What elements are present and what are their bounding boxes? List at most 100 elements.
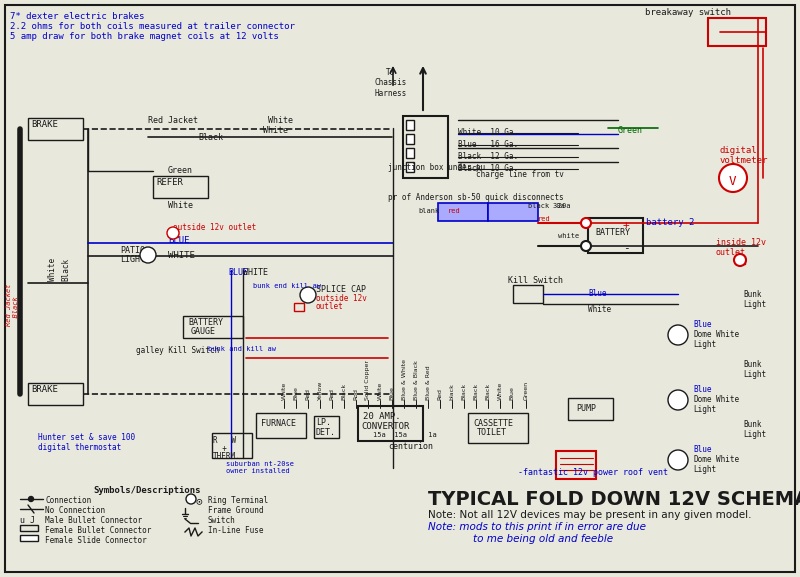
Text: Red Jacket
  Black: Red Jacket Black — [6, 283, 19, 325]
Text: galley Kill Switch: galley Kill Switch — [136, 346, 219, 355]
Text: Black: Black — [342, 383, 346, 400]
Text: White: White — [716, 455, 739, 464]
Text: Note: mods to this print if in error are due: Note: mods to this print if in error are… — [428, 522, 646, 532]
Bar — [468, 413, 528, 443]
Bar — [406, 134, 414, 144]
Text: Hunter set & save 100
digital thermostat: Hunter set & save 100 digital thermostat — [38, 433, 135, 452]
Text: charge line from tv: charge line from tv — [476, 170, 564, 179]
Text: Yellow: Yellow — [318, 381, 322, 400]
Text: centurion: centurion — [388, 442, 433, 451]
Text: Blue: Blue — [510, 386, 514, 400]
Text: 20 AMP.: 20 AMP. — [363, 412, 401, 421]
Text: inside 12v
outlet: inside 12v outlet — [716, 238, 766, 257]
Bar — [168, 229, 178, 237]
Text: 30a: 30a — [553, 203, 566, 209]
Text: red: red — [448, 208, 461, 214]
Text: bunk end kill aw: bunk end kill aw — [253, 283, 321, 289]
Text: Kill Switch: Kill Switch — [508, 276, 563, 285]
Circle shape — [167, 227, 179, 239]
Text: PUMP: PUMP — [576, 404, 596, 413]
Text: Bunk
Light: Bunk Light — [743, 290, 766, 309]
Text: outside 12v outlet: outside 12v outlet — [173, 223, 256, 232]
Bar — [358, 406, 423, 441]
Bar — [403, 116, 448, 178]
Text: Blue & Black: Blue & Black — [414, 360, 418, 400]
Text: suburban nt-20se
owner installed: suburban nt-20se owner installed — [226, 461, 294, 474]
Text: -fantastic 12v power roof vent: -fantastic 12v power roof vent — [518, 468, 668, 477]
Text: Red Jacket: Red Jacket — [148, 116, 198, 125]
Text: digital
voltmeter: digital voltmeter — [720, 146, 768, 166]
Text: White: White — [716, 330, 739, 339]
Circle shape — [581, 218, 591, 228]
Text: Blue: Blue — [390, 386, 394, 400]
Text: to me being old and feeble: to me being old and feeble — [473, 534, 613, 544]
Text: Blue: Blue — [693, 320, 711, 329]
Text: 7* dexter electric brakes: 7* dexter electric brakes — [10, 12, 144, 21]
Text: outside 12v: outside 12v — [316, 294, 367, 303]
Bar — [28, 118, 83, 140]
Text: pr of Anderson sb-50 quick disconnects: pr of Anderson sb-50 quick disconnects — [388, 193, 564, 202]
Text: blank: blank — [418, 208, 439, 214]
Text: 2.2 ohms for both coils measured at trailer connector: 2.2 ohms for both coils measured at trai… — [10, 22, 295, 31]
Circle shape — [581, 241, 591, 251]
Text: White: White — [168, 201, 193, 210]
Circle shape — [668, 450, 688, 470]
Text: BLUE: BLUE — [228, 268, 248, 277]
Text: Solid Copper: Solid Copper — [366, 360, 370, 400]
Text: White: White — [268, 116, 293, 125]
Text: To
Chassis
Harness: To Chassis Harness — [375, 68, 407, 98]
Text: No Connection: No Connection — [45, 506, 105, 515]
Text: DET.: DET. — [316, 428, 336, 437]
Text: Frame Ground: Frame Ground — [208, 506, 263, 515]
Text: Connection: Connection — [45, 496, 91, 505]
Text: 5 amp draw for both brake magnet coils at 12 volts: 5 amp draw for both brake magnet coils a… — [10, 32, 278, 41]
Text: Rod: Rod — [354, 388, 358, 400]
Text: WHITE: WHITE — [243, 268, 268, 277]
Text: White: White — [716, 395, 739, 404]
Text: TYPICAL FOLD DOWN 12V SCHEMATIC: TYPICAL FOLD DOWN 12V SCHEMATIC — [428, 490, 800, 509]
Bar — [556, 451, 596, 479]
Text: FURNACE: FURNACE — [261, 419, 296, 428]
Text: +: + — [623, 220, 630, 230]
Text: u J: u J — [20, 516, 35, 525]
Bar — [406, 162, 414, 172]
Text: GAUGE: GAUGE — [191, 327, 216, 336]
Text: Blue & White: Blue & White — [402, 359, 406, 400]
Text: Black: Black — [462, 383, 466, 400]
Circle shape — [719, 164, 747, 192]
Text: White: White — [282, 382, 286, 400]
Text: Black: Black — [198, 133, 223, 142]
Circle shape — [186, 494, 196, 504]
Text: White: White — [588, 305, 611, 314]
Text: Blue: Blue — [693, 385, 711, 394]
Circle shape — [29, 496, 34, 501]
Text: -: - — [623, 243, 630, 253]
Text: Dome: Dome — [693, 330, 711, 339]
Text: Switch: Switch — [208, 516, 236, 525]
Text: BLUE: BLUE — [168, 236, 190, 245]
Text: 15a  15a     1a: 15a 15a 1a — [373, 432, 437, 438]
Text: Red: Red — [330, 388, 334, 400]
Text: Blue: Blue — [588, 289, 606, 298]
Text: Ring Terminal: Ring Terminal — [208, 496, 268, 505]
Circle shape — [668, 390, 688, 410]
Text: outlet: outlet — [316, 302, 344, 311]
Circle shape — [734, 254, 746, 266]
Bar — [488, 203, 538, 221]
Text: In-Line Fuse: In-Line Fuse — [208, 526, 263, 535]
Text: Green: Green — [618, 126, 643, 135]
Bar — [588, 218, 643, 253]
Bar — [153, 176, 208, 198]
Text: White: White — [48, 258, 57, 281]
Text: Black  10 Ga.: Black 10 Ga. — [458, 164, 518, 173]
Text: bunk and kill aw: bunk and kill aw — [208, 346, 276, 352]
Text: SPLICE CAP: SPLICE CAP — [316, 285, 366, 294]
Text: Bunk
Light: Bunk Light — [743, 420, 766, 440]
Text: Black: Black — [474, 383, 478, 400]
Text: Light: Light — [693, 405, 716, 414]
Bar — [20, 535, 38, 541]
Circle shape — [300, 287, 316, 303]
Text: Green: Green — [168, 166, 193, 175]
Bar — [28, 383, 83, 405]
Text: Blue & Red: Blue & Red — [426, 365, 430, 400]
